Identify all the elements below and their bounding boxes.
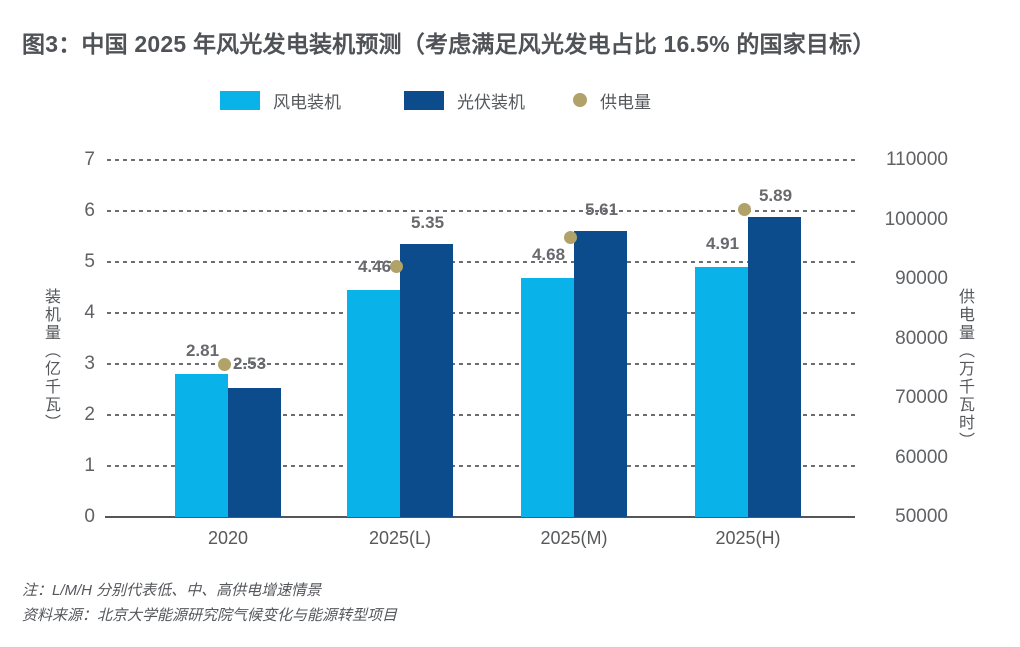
- x-axis-label: 2025(M): [540, 528, 608, 548]
- gridline: [107, 312, 855, 314]
- bar-value-label: 4.68: [531, 245, 566, 265]
- legend-item-2: 光伏装机: [404, 88, 525, 112]
- bar-value-label: 2.81: [185, 340, 220, 360]
- legend-swatch-marker: [404, 90, 444, 110]
- right-axis-tick-label: 80000: [895, 327, 948, 349]
- right-axis-title: 供电量（万千瓦时）: [956, 288, 973, 450]
- solar-bar: [574, 230, 627, 517]
- bar-value-label: 5.89: [758, 185, 793, 205]
- left-axis-tick-label: 6: [84, 200, 95, 221]
- left-axis-tick-label: 7: [84, 149, 95, 170]
- supply-dot: [217, 357, 231, 371]
- x-axis-label: 2025(H): [715, 528, 781, 548]
- bar-value-label: 2.53: [233, 354, 267, 374]
- left-axis-tick-label: 2: [84, 404, 95, 425]
- bar-value-label: 5.35: [410, 213, 445, 233]
- chart-title: 图3：中国 2025 年风光发电装机预测（考虑满足风光发电占比 16.5% 的国…: [22, 31, 876, 57]
- gridline: [107, 210, 855, 212]
- x-axis-label: 2020: [207, 528, 249, 548]
- gridline: [107, 465, 855, 467]
- gridline: [107, 414, 855, 416]
- solar-bar: [748, 216, 801, 517]
- x-axis-label: 2025(L): [368, 528, 432, 548]
- legend-item-1: 风电装机: [220, 88, 341, 112]
- legend-swatch-marker: [220, 90, 260, 110]
- right-axis-tick-label: 100000: [884, 208, 948, 230]
- gridline: [107, 159, 855, 161]
- bar-value-label: 4.91: [705, 233, 740, 253]
- legend-label: 供电量: [600, 92, 651, 112]
- legend-label: 风电装机: [273, 92, 341, 112]
- wind-bar: [347, 289, 400, 517]
- right-axis-tick-label: 60000: [895, 446, 948, 468]
- bar-value-label: 4.46: [357, 256, 392, 276]
- supply-dot: [563, 231, 577, 245]
- right-axis-tick-label: 90000: [895, 268, 948, 289]
- left-axis-tick-label: 5: [84, 251, 95, 272]
- right-axis-tick-label: 50000: [895, 506, 948, 527]
- left-axis-tick-label: 0: [84, 506, 95, 527]
- right-axis-tick-label: 110000: [886, 149, 948, 170]
- chart-notes: 注：L/M/H 分别代表低、中、高供电增速情景 资料来源：北京大学能源研究院气候…: [22, 578, 397, 628]
- wind-bar: [521, 278, 574, 517]
- wind-bar: [175, 373, 228, 517]
- x-axis-line: [105, 516, 855, 518]
- bar-value-label: 5.61: [584, 199, 619, 219]
- gridline: [107, 261, 855, 263]
- legend-item-3: 供电量: [573, 88, 651, 112]
- gridline: [107, 363, 855, 365]
- legend-label: 光伏装机: [457, 92, 525, 112]
- supply-dot: [737, 202, 751, 216]
- note-scenarios: 注：L/M/H 分别代表低、中、高供电增速情景: [22, 582, 322, 599]
- left-axis-tick-label: 1: [84, 455, 95, 476]
- solar-bar: [400, 244, 453, 517]
- left-axis-title: 装机量（亿千瓦）: [42, 288, 59, 432]
- legend-dot-marker: [573, 93, 587, 107]
- solar-bar: [228, 387, 281, 517]
- note-source: 资料来源：北京大学能源研究院气候变化与能源转型项目: [22, 607, 398, 624]
- left-axis-tick-label: 4: [84, 302, 95, 323]
- wind-bar: [695, 266, 748, 517]
- right-axis-tick-label: 70000: [895, 387, 948, 408]
- supply-dot: [389, 260, 403, 273]
- left-axis-tick-label: 3: [84, 353, 95, 374]
